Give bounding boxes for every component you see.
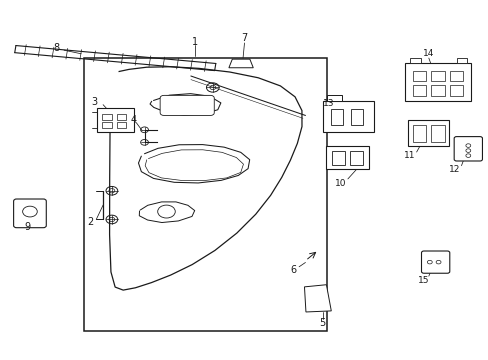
Text: 11: 11 (403, 151, 414, 160)
Bar (412, 71, 426, 81)
Bar (409, 58, 420, 63)
Text: 6: 6 (289, 265, 296, 275)
FancyBboxPatch shape (453, 136, 482, 161)
Bar (97, 108, 134, 132)
Bar (405, 63, 470, 101)
Bar (349, 150, 363, 165)
Bar (331, 150, 345, 165)
Bar (83, 58, 327, 330)
Bar (117, 114, 126, 120)
Text: 12: 12 (447, 166, 459, 175)
Text: 1: 1 (191, 37, 198, 47)
Text: 9: 9 (24, 222, 31, 232)
Bar (412, 85, 426, 96)
Text: 15: 15 (417, 276, 429, 285)
Bar (102, 122, 112, 128)
Bar (456, 58, 467, 63)
Bar (330, 109, 343, 125)
Bar (412, 125, 426, 141)
FancyBboxPatch shape (421, 251, 449, 273)
Text: 7: 7 (241, 33, 247, 43)
Bar (430, 85, 444, 96)
Polygon shape (228, 59, 253, 68)
Text: 13: 13 (322, 99, 333, 108)
Bar (322, 101, 373, 132)
Bar (430, 125, 444, 141)
FancyBboxPatch shape (14, 199, 46, 228)
Bar (327, 95, 341, 101)
Bar (350, 109, 362, 125)
Text: 2: 2 (87, 217, 93, 227)
Text: 14: 14 (422, 49, 434, 58)
Bar (449, 85, 463, 96)
Bar (449, 71, 463, 81)
FancyBboxPatch shape (160, 95, 214, 116)
Text: 3: 3 (92, 97, 98, 107)
Text: 4: 4 (130, 115, 136, 125)
Bar (102, 114, 112, 120)
Bar (326, 146, 368, 169)
Bar (430, 71, 444, 81)
Bar (407, 120, 448, 146)
Text: 5: 5 (319, 319, 325, 328)
Text: 10: 10 (335, 179, 346, 188)
Text: 8: 8 (54, 43, 60, 53)
Bar (117, 122, 126, 128)
Polygon shape (304, 285, 330, 312)
